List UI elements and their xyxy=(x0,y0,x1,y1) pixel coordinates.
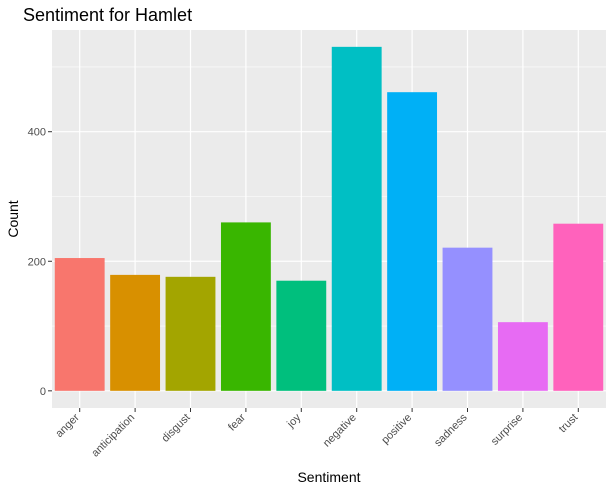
x-axis-title: Sentiment xyxy=(297,469,360,485)
bar-sadness xyxy=(442,247,493,391)
bar-anticipation xyxy=(110,274,161,391)
bar-disgust xyxy=(165,276,216,391)
x-tick-label-positive: positive xyxy=(379,412,414,447)
y-tick-label: 400 xyxy=(28,127,46,139)
bar-anger xyxy=(54,258,105,391)
x-tick-label-surprise: surprise xyxy=(489,412,525,448)
y-axis-title: Count xyxy=(5,200,21,237)
x-tick-label-negative: negative xyxy=(321,412,359,450)
y-axis: 0 200 400 xyxy=(28,127,52,398)
bar-surprise xyxy=(497,322,548,391)
chart-title: Sentiment for Hamlet xyxy=(23,5,192,25)
x-tick-label-anger: anger xyxy=(53,411,82,440)
x-tick-label-joy: joy xyxy=(284,411,303,430)
y-tick-label: 200 xyxy=(28,256,46,268)
bar-fear xyxy=(220,222,271,391)
x-tick-label-anticipation: anticipation xyxy=(89,412,137,460)
x-tick-label-disgust: disgust xyxy=(159,412,192,445)
bar-negative xyxy=(331,46,382,391)
x-tick-label-fear: fear xyxy=(226,411,248,433)
x-tick-label-sadness: sadness xyxy=(432,411,470,449)
bar-trust xyxy=(553,223,604,391)
x-axis: anger anticipation disgust fear joy negative p… xyxy=(53,408,580,459)
bar-joy xyxy=(276,280,327,391)
y-tick-label: 0 xyxy=(40,386,46,398)
bar-positive xyxy=(387,92,438,391)
x-tick-label-trust: trust xyxy=(557,412,581,436)
bars xyxy=(54,46,604,391)
